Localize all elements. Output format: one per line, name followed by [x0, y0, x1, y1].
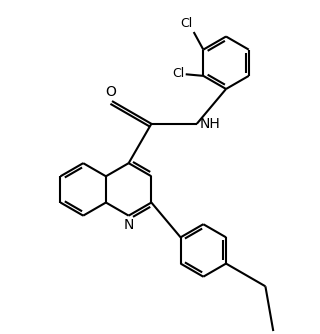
Text: O: O	[105, 85, 116, 99]
Text: Cl: Cl	[172, 67, 184, 80]
Text: NH: NH	[199, 117, 220, 131]
Text: N: N	[124, 218, 134, 232]
Text: Cl: Cl	[180, 17, 192, 30]
